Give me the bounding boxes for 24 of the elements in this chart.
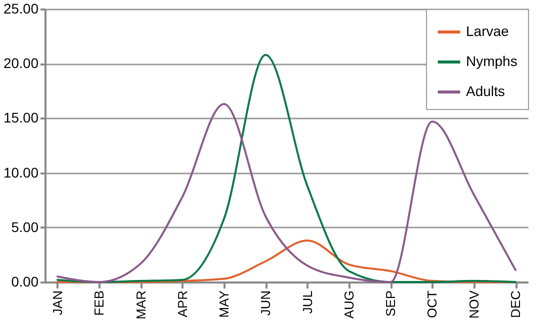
line-series	[56, 240, 517, 283]
y-tick-label: 20.00	[3, 55, 39, 72]
y-tick-label: 15.00	[3, 110, 39, 126]
legend-label: Larvae	[466, 23, 510, 39]
x-tick-label: OCT	[424, 290, 440, 318]
x-tick-label: FEB	[92, 290, 107, 316]
line-series	[56, 103, 517, 283]
x-tick-label: MAY	[216, 290, 232, 318]
x-tick-label: JUN	[258, 290, 274, 316]
x-tick-label: MAR	[133, 290, 148, 320]
x-tick-label: JUL	[300, 290, 315, 314]
x-tick-label: JAN	[50, 290, 65, 316]
x-tick-label: APR	[174, 290, 190, 318]
x-tick-label: AUG	[341, 290, 356, 319]
y-tick-label: 5.00	[11, 218, 39, 235]
x-tick-label: SEP	[383, 290, 398, 317]
y-tick-label: 0.00	[11, 274, 39, 290]
x-tick-label: DEC	[508, 290, 524, 318]
y-tick-label: 25.00	[3, 0, 39, 16]
legend-label: Adults	[466, 83, 505, 99]
y-tick-label: 10.00	[3, 164, 39, 180]
legend-label: Nymphs	[466, 53, 518, 69]
x-tick-label: NOV	[466, 290, 482, 319]
line-series	[56, 54, 517, 283]
